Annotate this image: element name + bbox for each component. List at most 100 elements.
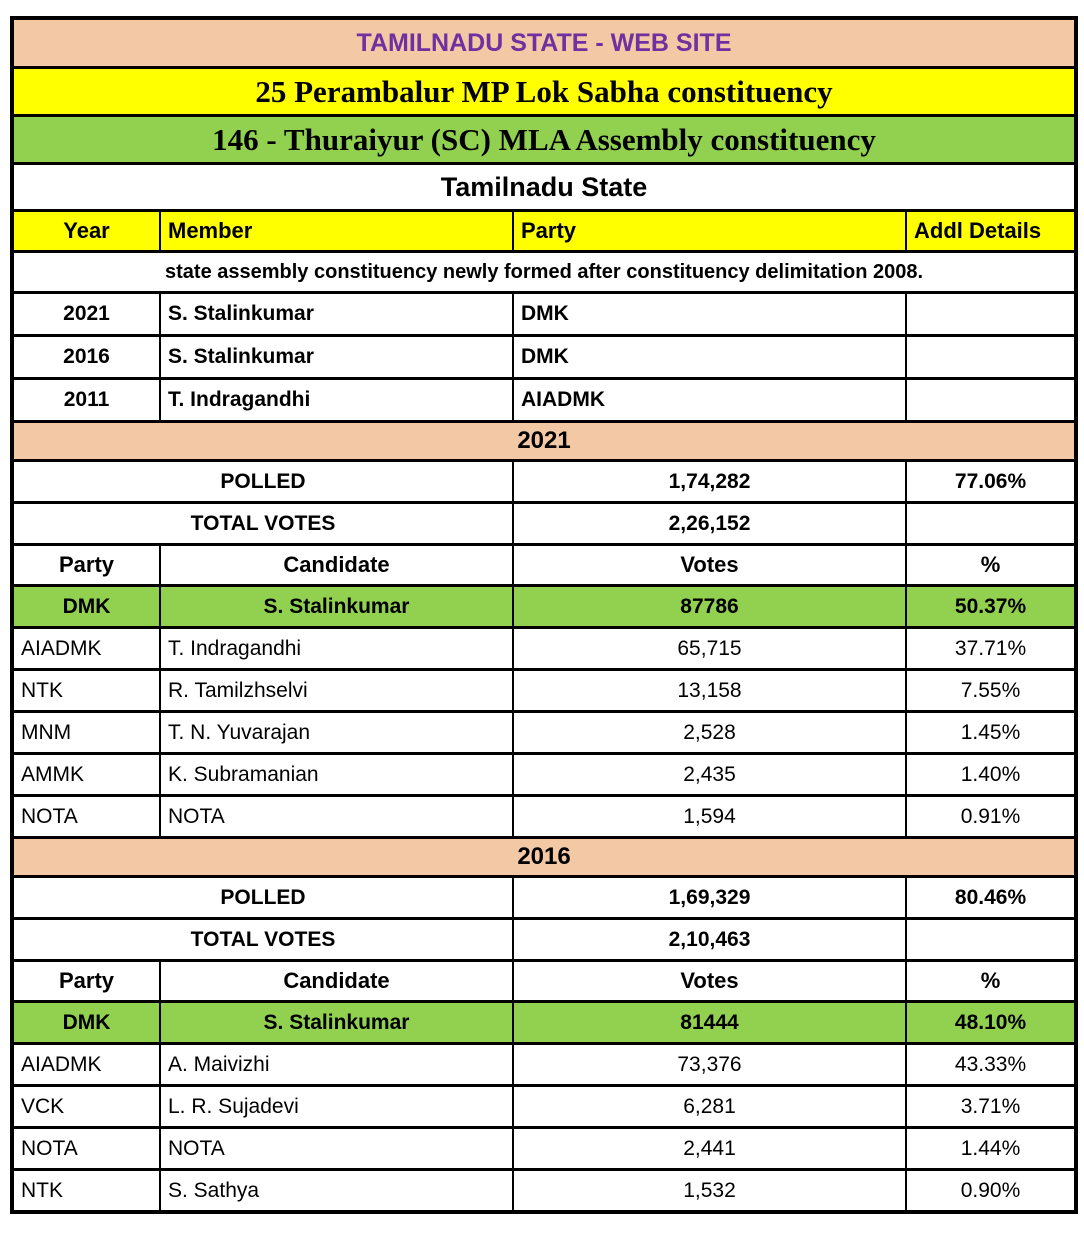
total-votes-label: TOTAL VOTES	[11, 917, 514, 962]
results-header-votes: Votes	[512, 543, 907, 587]
result-row: VCK L. R. Sujadevi 6,281 3.71%	[11, 1084, 1078, 1129]
member-cell: T. Indragandhi	[159, 377, 514, 423]
polled-pct: 80.46%	[904, 875, 1078, 920]
year-cell: 2016	[11, 334, 161, 380]
result-party: MNM	[11, 710, 161, 755]
result-candidate: S. Sathya	[159, 1168, 514, 1214]
election-year-header: 2016	[10, 836, 1078, 878]
election-year-header: 2021	[10, 420, 1078, 462]
members-header-party: Party	[512, 209, 907, 253]
total-votes-pct	[904, 917, 1078, 962]
results-header-candidate: Candidate	[159, 543, 514, 587]
result-pct: 43.33%	[904, 1042, 1078, 1087]
members-header-addl: Addl Details	[904, 209, 1078, 253]
result-votes: 2,435	[512, 752, 907, 797]
results-header-candidate: Candidate	[159, 959, 514, 1003]
result-candidate: NOTA	[159, 1126, 514, 1171]
result-votes: 1,594	[512, 794, 907, 839]
result-party: NOTA	[11, 794, 161, 839]
result-votes: 65,715	[512, 626, 907, 671]
result-candidate: NOTA	[159, 794, 514, 839]
polled-row: POLLED 1,74,282 77.06%	[11, 459, 1078, 504]
result-pct: 3.71%	[904, 1084, 1078, 1129]
results-header-pct: %	[904, 543, 1078, 587]
election-year-label: 2016	[10, 836, 1078, 878]
winner-party: DMK	[11, 1000, 161, 1045]
polled-label: POLLED	[11, 459, 514, 504]
result-votes: 2,528	[512, 710, 907, 755]
assembly-title-row: 146 - Thuraiyur (SC) MLA Assembly consti…	[10, 114, 1078, 165]
polled-votes: 1,69,329	[512, 875, 907, 920]
polled-label: POLLED	[11, 875, 514, 920]
polled-pct: 77.06%	[904, 459, 1078, 504]
result-candidate: L. R. Sujadevi	[159, 1084, 514, 1129]
results-header-party: Party	[11, 959, 161, 1003]
result-party: VCK	[11, 1084, 161, 1129]
party-cell: DMK	[512, 334, 907, 380]
member-row: 2021 S. Stalinkumar DMK	[11, 291, 1078, 337]
total-votes-label: TOTAL VOTES	[11, 501, 514, 546]
result-pct: 1.40%	[904, 752, 1078, 797]
winner-candidate: S. Stalinkumar	[159, 1000, 514, 1045]
winner-votes: 87786	[512, 584, 907, 629]
addl-cell	[904, 291, 1078, 337]
addl-cell	[904, 377, 1078, 423]
result-votes: 6,281	[512, 1084, 907, 1129]
constituency-table: TAMILNADU STATE - WEB SITE 25 Perambalur…	[10, 16, 1079, 1214]
lok-sabha-title: 25 Perambalur MP Lok Sabha constituency	[10, 66, 1078, 117]
addl-cell	[904, 334, 1078, 380]
total-votes-value: 2,10,463	[512, 917, 907, 962]
result-party: AIADMK	[11, 1042, 161, 1087]
results-header-row: Party Candidate Votes %	[11, 959, 1078, 1003]
winner-row: DMK S. Stalinkumar 81444 48.10%	[11, 1000, 1078, 1045]
result-row: NOTA NOTA 1,594 0.91%	[11, 794, 1078, 839]
results-header-party: Party	[11, 543, 161, 587]
site-title-row: TAMILNADU STATE - WEB SITE	[10, 16, 1078, 69]
result-votes: 1,532	[512, 1168, 907, 1214]
party-cell: DMK	[512, 291, 907, 337]
result-row: AIADMK T. Indragandhi 65,715 37.71%	[11, 626, 1078, 671]
state-title-row: Tamilnadu State	[10, 162, 1078, 212]
delimitation-note-row: state assembly constituency newly formed…	[10, 250, 1078, 294]
result-pct: 0.91%	[904, 794, 1078, 839]
members-header-row: Year Member Party Addl Details	[11, 209, 1078, 253]
members-header-year: Year	[11, 209, 161, 253]
result-row: NOTA NOTA 2,441 1.44%	[11, 1126, 1078, 1171]
total-votes-value: 2,26,152	[512, 501, 907, 546]
result-candidate: T. Indragandhi	[159, 626, 514, 671]
result-party: NOTA	[11, 1126, 161, 1171]
results-header-pct: %	[904, 959, 1078, 1003]
result-candidate: K. Subramanian	[159, 752, 514, 797]
winner-votes: 81444	[512, 1000, 907, 1045]
result-party: NTK	[11, 1168, 161, 1214]
member-row: 2016 S. Stalinkumar DMK	[11, 334, 1078, 380]
winner-pct: 50.37%	[904, 584, 1078, 629]
total-votes-pct	[904, 501, 1078, 546]
winner-pct: 48.10%	[904, 1000, 1078, 1045]
results-header-row: Party Candidate Votes %	[11, 543, 1078, 587]
result-party: NTK	[11, 668, 161, 713]
assembly-title: 146 - Thuraiyur (SC) MLA Assembly consti…	[10, 114, 1078, 165]
result-candidate: A. Maivizhi	[159, 1042, 514, 1087]
year-cell: 2021	[11, 291, 161, 337]
lok-sabha-title-row: 25 Perambalur MP Lok Sabha constituency	[10, 66, 1078, 117]
site-title: TAMILNADU STATE - WEB SITE	[10, 16, 1078, 69]
total-votes-row: TOTAL VOTES 2,26,152	[11, 501, 1078, 546]
delimitation-note: state assembly constituency newly formed…	[10, 250, 1078, 294]
winner-row: DMK S. Stalinkumar 87786 50.37%	[11, 584, 1078, 629]
result-row: AMMK K. Subramanian 2,435 1.40%	[11, 752, 1078, 797]
result-pct: 0.90%	[904, 1168, 1078, 1214]
member-cell: S. Stalinkumar	[159, 334, 514, 380]
party-cell: AIADMK	[512, 377, 907, 423]
result-party: AMMK	[11, 752, 161, 797]
result-row: AIADMK A. Maivizhi 73,376 43.33%	[11, 1042, 1078, 1087]
result-row: MNM T. N. Yuvarajan 2,528 1.45%	[11, 710, 1078, 755]
winner-party: DMK	[11, 584, 161, 629]
election-year-label: 2021	[10, 420, 1078, 462]
polled-row: POLLED 1,69,329 80.46%	[11, 875, 1078, 920]
winner-candidate: S. Stalinkumar	[159, 584, 514, 629]
result-votes: 73,376	[512, 1042, 907, 1087]
year-cell: 2011	[11, 377, 161, 423]
results-header-votes: Votes	[512, 959, 907, 1003]
